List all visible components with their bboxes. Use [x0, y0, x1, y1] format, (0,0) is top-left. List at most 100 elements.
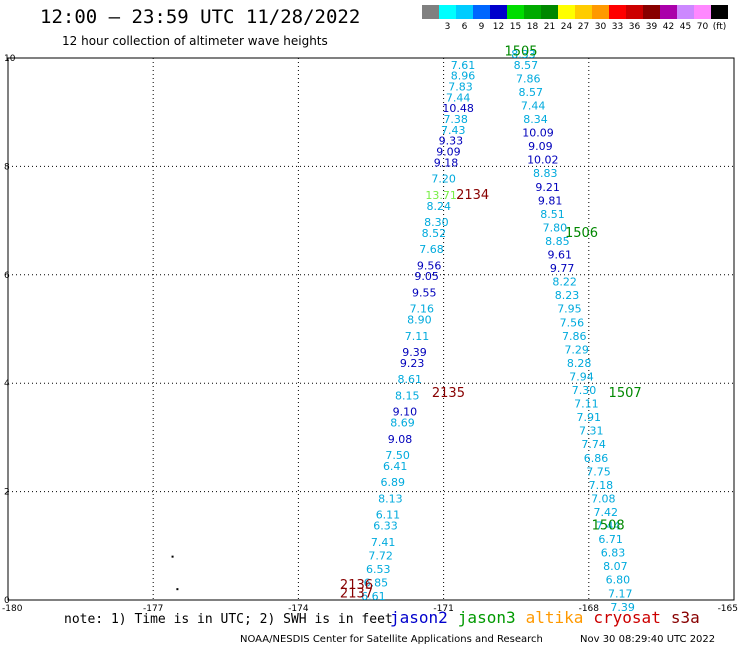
credit-text: NOAA/NESDIS Center for Satellite Applica…	[240, 634, 543, 645]
wave-height-point: 7.44	[521, 99, 546, 112]
wave-height-point: 10.02	[527, 154, 559, 167]
satellite-label: jason3	[457, 608, 516, 627]
wave-height-point: 10.09	[522, 127, 554, 140]
legend-label: 9	[478, 22, 485, 32]
wave-height-point: 7.44	[596, 520, 621, 533]
wave-height-point: 8.85	[545, 235, 570, 248]
chart-title: 12:00 – 23:59 UTC 11/28/2022	[40, 6, 361, 28]
legend-label: 36	[628, 22, 641, 32]
y-tick-label: 4	[4, 379, 10, 389]
satellite-label: cryosat	[593, 608, 661, 627]
legend-swatch	[694, 5, 711, 19]
legend-swatch	[609, 5, 626, 19]
wave-height-point: 6.89	[381, 476, 406, 489]
pass-time-label: 1505	[504, 44, 537, 59]
timestamp-text: Nov 30 08:29:40 UTC 2022	[580, 634, 716, 645]
legend-label: 24	[560, 22, 573, 32]
wave-height-point: 9.10	[393, 406, 418, 419]
wave-height-point: 7.68	[419, 243, 444, 256]
wave-height-point: 8.28	[567, 357, 592, 370]
wave-height-point: 9.77	[550, 262, 575, 275]
legend-swatch	[439, 5, 456, 19]
wave-height-point: 9.39	[402, 346, 427, 359]
wave-height-point: 9.81	[538, 194, 563, 207]
wave-height-point: 8.07	[603, 560, 628, 573]
y-tick-label: 0	[4, 596, 10, 606]
wave-height-point: 8.57	[514, 59, 539, 72]
x-tick-label: -165	[718, 604, 738, 614]
legend-label: 33	[611, 22, 624, 32]
legend-swatch	[711, 5, 728, 19]
wave-height-point: 7.41	[371, 536, 396, 549]
wave-height-point: 7.18	[589, 479, 614, 492]
wave-height-point: 9.05	[414, 270, 439, 283]
legend-swatch	[660, 5, 677, 19]
wave-height-point: 7.39	[610, 601, 635, 614]
wave-height-point: 7.83	[448, 81, 473, 94]
wave-height-point: 7.61	[451, 59, 476, 72]
wave-height-point: 8.61	[397, 373, 422, 386]
wave-height-point: 6.71	[598, 533, 623, 546]
legend-swatch	[643, 5, 660, 19]
pass-time-label: 1508	[592, 519, 625, 534]
wave-height-point: 6.53	[366, 563, 391, 576]
wave-height-point: 7.56	[560, 316, 585, 329]
wave-height-point: 7.29	[564, 343, 589, 356]
wave-height-point: 8.23	[555, 289, 580, 302]
wave-height-point: 7.38	[443, 113, 468, 126]
wave-height-point: 7.16	[410, 303, 435, 316]
wave-height-point: 8.69	[390, 417, 415, 430]
legend-swatch	[456, 5, 473, 19]
x-tick-label: -180	[2, 604, 23, 614]
wave-height-point: 8.13	[378, 492, 403, 505]
wave-height-point: 10.48	[442, 102, 474, 115]
legend-label: 21	[543, 22, 556, 32]
legend-swatch	[558, 5, 575, 19]
wave-height-point: 8.33	[511, 48, 536, 61]
x-tick-label: -174	[288, 604, 309, 614]
wave-height-point: 6.80	[606, 574, 631, 587]
legend-swatch	[473, 5, 490, 19]
y-tick-label: 6	[4, 271, 10, 281]
legend-label: 18	[526, 22, 539, 32]
legend-swatch	[592, 5, 609, 19]
pass-time-label: 2134	[456, 188, 489, 203]
wave-height-point: 7.20	[431, 173, 456, 186]
data-marker	[171, 555, 174, 558]
wave-height-point: 6.85	[364, 576, 389, 589]
wave-height-point: 6.86	[584, 452, 609, 465]
wave-height-point: 8.96	[451, 70, 476, 83]
legend-label: 70	[696, 22, 709, 32]
wave-height-point: 7.30	[572, 384, 597, 397]
legend-swatch	[575, 5, 592, 19]
wave-height-point: 8.57	[518, 86, 543, 99]
pass-time-label: 2136	[340, 578, 373, 593]
legend-label: (ft)	[712, 22, 727, 32]
wave-height-point: 9.23	[400, 357, 425, 370]
wave-height-point: 7.43	[441, 124, 466, 137]
satellite-label: s3a	[670, 608, 700, 627]
data-marker	[176, 588, 179, 591]
y-tick-label: 10	[4, 54, 16, 64]
x-tick-label: -168	[579, 604, 600, 614]
wave-height-point: 7.42	[593, 506, 618, 519]
legend-swatch	[507, 5, 524, 19]
legend-swatch	[677, 5, 694, 19]
legend-swatch	[541, 5, 558, 19]
wave-height-point: 8.34	[523, 113, 548, 126]
pass-time-label: 2137	[340, 586, 373, 601]
wave-height-point: 6.11	[376, 509, 401, 522]
legend-label: 27	[577, 22, 590, 32]
wave-height-point: 7.95	[557, 303, 582, 316]
wave-height-point: 9.09	[528, 140, 553, 153]
wave-height-point: 8.90	[407, 314, 432, 327]
chart-subtitle: 12 hour collection of altimeter wave hei…	[62, 34, 328, 48]
pass-time-label: 1506	[565, 226, 598, 241]
wave-height-point: 9.56	[417, 259, 442, 272]
wave-height-point: 8.51	[540, 208, 565, 221]
wave-height-point: 6.83	[601, 547, 626, 560]
wave-height-point: 9.21	[535, 181, 560, 194]
wave-height-point: 7.74	[581, 438, 606, 451]
satellite-legend: jason2 jason3 altika cryosat s3a	[390, 608, 710, 627]
wave-height-point: 7.86	[562, 330, 587, 343]
